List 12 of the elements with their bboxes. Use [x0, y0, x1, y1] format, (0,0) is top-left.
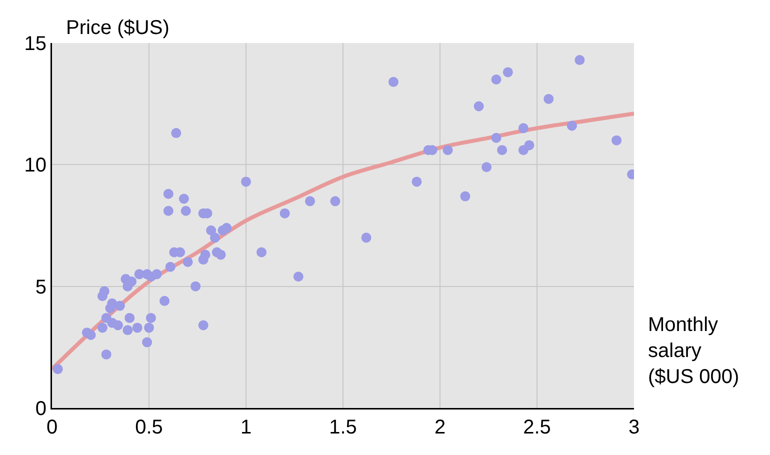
y-axis-title: Price ($US)	[66, 17, 170, 39]
x-tick-label: 2.5	[523, 416, 551, 438]
y-tick-label: 0	[35, 398, 46, 420]
x-tick-label: 2	[434, 416, 446, 438]
y-tick-label: 5	[35, 276, 46, 298]
x-tick-label: 1.5	[329, 416, 357, 438]
y-tick-label: 10	[24, 154, 46, 177]
x-axis-title: Monthly salary ($US 000)	[648, 314, 740, 388]
x-tick-label: 3	[628, 416, 640, 438]
x-tick-label: 0.5	[135, 416, 163, 438]
x-tick-label: 1	[240, 416, 252, 438]
y-tick-label: 15	[24, 33, 46, 55]
